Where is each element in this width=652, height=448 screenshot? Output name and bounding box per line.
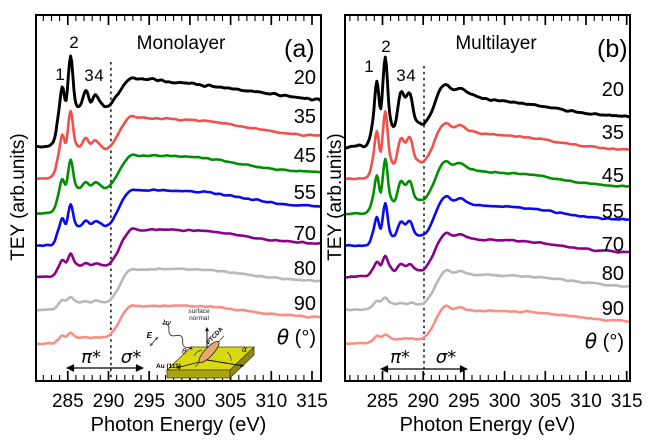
peak-label-4: 4 <box>406 66 415 85</box>
arrowhead <box>188 346 193 350</box>
panel-b-border <box>344 14 631 382</box>
peak-label-3: 3 <box>84 66 93 85</box>
arrowhead <box>135 364 144 372</box>
inset-surface-normal-label-line2: normal <box>189 315 209 322</box>
x-tick-label: 295 <box>448 391 480 412</box>
inset-e-field-label: E <box>147 331 153 340</box>
series-curve-80deg <box>37 267 320 312</box>
series-curve-90deg <box>346 304 629 346</box>
arrowhead <box>176 365 180 369</box>
series-curve-80deg <box>346 268 629 312</box>
peak-label-4: 4 <box>94 66 103 85</box>
theta-symbol: θ <box>584 329 598 353</box>
series-angle-label: 70 <box>602 234 624 256</box>
x-tick-label: 300 <box>174 391 206 412</box>
series-curve-70deg <box>346 231 629 279</box>
sigma-star-label: σ* <box>121 347 141 368</box>
inset-photon-label: hν <box>163 318 171 327</box>
series-curve-20deg <box>346 55 629 150</box>
arrowhead <box>150 342 153 346</box>
panel-a-border <box>35 14 322 382</box>
series-curve-35deg <box>346 110 629 181</box>
series-angle-label: 35 <box>602 122 624 144</box>
arrowhead <box>155 337 158 341</box>
inset-theta-arc <box>193 349 203 357</box>
arrowhead <box>205 327 209 332</box>
x-tick-label: 300 <box>489 391 521 412</box>
inset-substrate-front-face <box>166 369 231 379</box>
panel-b-tag: (b) <box>597 35 628 63</box>
peak-label-2: 2 <box>69 33 78 52</box>
series-angle-label: 90 <box>602 298 624 320</box>
arrowhead <box>380 365 389 373</box>
x-tick-label: 310 <box>255 391 287 412</box>
series-curve-90deg <box>37 304 320 346</box>
series-curve-45deg <box>346 157 629 216</box>
panel-a-title: Monolayer <box>136 33 226 54</box>
series-curve-45deg <box>37 153 320 215</box>
theta-symbol: θ <box>276 325 290 349</box>
inset-alpha-arc <box>226 351 232 362</box>
series-angle-label: 55 <box>294 182 316 204</box>
series-curve-35deg <box>37 109 320 181</box>
peak-label-2: 2 <box>381 37 390 56</box>
series-angle-label: 55 <box>602 201 624 223</box>
panel-b-ylabel: TEY (arb.units) <box>325 133 346 261</box>
series-angle-label: 45 <box>602 165 624 187</box>
series-angle-label: 35 <box>294 106 316 128</box>
series-angle-label: 20 <box>294 67 316 89</box>
theta-unit: (°) <box>597 331 624 353</box>
panel-a-tag: (a) <box>284 35 315 63</box>
peak-label-3: 3 <box>396 66 405 85</box>
peak-label-1: 1 <box>55 65 64 84</box>
panel-b-title: Multilayer <box>455 33 537 54</box>
series-curve-20deg <box>37 54 320 149</box>
x-tick-label: 305 <box>529 391 561 412</box>
series-curve-70deg <box>37 227 320 279</box>
arrowhead <box>66 364 75 372</box>
series-angle-label: 45 <box>294 145 316 167</box>
x-tick-label: 315 <box>296 391 328 412</box>
series-angle-label: 20 <box>602 79 624 101</box>
photon-wave-icon <box>161 323 190 348</box>
x-tick-label: 290 <box>407 391 439 412</box>
inset-substrate-side-face <box>229 346 255 379</box>
panel-b-theta-label: θ (°) <box>504 329 624 354</box>
peak-label-1: 1 <box>364 57 373 76</box>
series-curve-55deg <box>37 188 320 248</box>
series-curve-55deg <box>346 194 629 248</box>
x-tick-label: 315 <box>611 391 643 412</box>
series-angle-label: 70 <box>294 223 316 245</box>
pi-star-label: π* <box>81 347 101 368</box>
ptcda-molecule-icon <box>198 340 220 364</box>
panel-a-theta-label: θ (°) <box>196 325 316 350</box>
x-tick-label: 310 <box>570 391 602 412</box>
theta-unit: (°) <box>289 327 316 349</box>
x-tick-label: 285 <box>52 391 84 412</box>
x-tick-label: 285 <box>367 391 399 412</box>
x-tick-label: 290 <box>93 391 125 412</box>
panel-a-ylabel: TEY (arb.units) <box>8 133 29 261</box>
series-angle-label: 90 <box>294 293 316 315</box>
series-angle-label: 80 <box>294 258 316 280</box>
pi-star-label: π* <box>390 347 410 368</box>
inset-alpha-angle-label: α <box>242 345 247 354</box>
inset-photon-beam <box>161 323 190 348</box>
inset-molecule <box>195 335 225 367</box>
inset-surface-normal-label-line1: surface <box>188 308 210 315</box>
sigma-star-label: σ* <box>436 347 456 368</box>
inset-surface-axis-right <box>206 359 245 367</box>
x-tick-label: 295 <box>133 391 165 412</box>
inset-theta-angle-label: θ <box>182 347 187 356</box>
series-angle-label: 80 <box>602 263 624 285</box>
arrowhead <box>240 363 244 368</box>
arrowhead <box>459 365 468 373</box>
panel-a-xlabel: Photon Energy (eV) <box>90 414 267 436</box>
x-tick-label: 305 <box>215 391 247 412</box>
panel-b-xlabel: Photon Energy (eV) <box>399 414 576 436</box>
inset-substrate-label: Au (111) <box>156 363 181 370</box>
